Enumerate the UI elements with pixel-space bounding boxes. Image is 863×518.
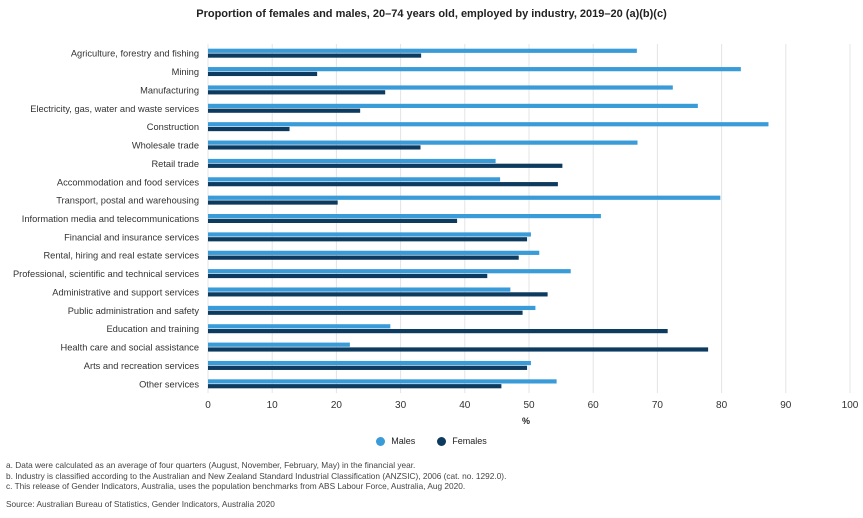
x-tick-label: 60 xyxy=(588,400,600,411)
bar-males xyxy=(208,305,536,311)
bar-females xyxy=(208,292,548,297)
category-label: Accommodation and food services xyxy=(57,177,199,187)
bar-males xyxy=(208,103,698,108)
category-label: Administrative and support services xyxy=(52,287,199,297)
bar-males xyxy=(208,342,350,347)
bar-males xyxy=(208,269,571,274)
bar-males xyxy=(208,360,531,366)
chart-title: Proportion of females and males, 20–74 y… xyxy=(196,8,667,20)
bar-males xyxy=(208,48,637,53)
legend-label-males: Males xyxy=(391,436,416,446)
x-tick-label: 50 xyxy=(523,400,535,411)
category-label: Education and training xyxy=(106,324,199,334)
category-label: Electricity, gas, water and waste servic… xyxy=(30,104,199,114)
bar-females xyxy=(208,182,558,187)
bar-males xyxy=(208,158,496,164)
legend-item-males[interactable]: Males xyxy=(376,436,415,446)
category-label: Professional, scientific and technical s… xyxy=(13,269,199,279)
bar-males xyxy=(208,379,557,384)
footnote-a: a. Data were calculated as an average of… xyxy=(6,460,416,470)
x-tick-label: 90 xyxy=(780,400,792,411)
x-tick-label: 10 xyxy=(267,400,279,411)
bar-chart: 0 10 20 30 40 50 60 70 80 90 100% Agriculture, fore… xyxy=(13,44,859,426)
bar-females xyxy=(208,310,523,315)
x-tick-label: 80 xyxy=(716,400,728,411)
category-label: Agriculture, forestry and fishing xyxy=(71,49,199,59)
category-label: Construction xyxy=(147,122,199,132)
bar-females xyxy=(208,200,338,205)
bar-males xyxy=(208,122,769,127)
bar-females xyxy=(208,163,563,168)
x-tick-label: 30 xyxy=(395,400,407,411)
bar-females xyxy=(208,365,528,370)
x-tick-label: 40 xyxy=(459,400,471,411)
legend-marker-females xyxy=(437,436,447,446)
x-tick-label: 20 xyxy=(331,400,343,411)
bar-males xyxy=(208,67,741,72)
footnotes: a. Data were calculated as an average of… xyxy=(6,460,506,492)
category-label: Retail trade xyxy=(151,159,199,169)
bar-males xyxy=(208,287,511,292)
bar-females xyxy=(208,126,290,132)
bar-males xyxy=(208,195,721,200)
bar-females xyxy=(208,71,318,77)
x-tick-label: 100 xyxy=(842,400,859,411)
category-label: Mining xyxy=(172,67,199,77)
bar-males xyxy=(208,85,673,90)
footnote-c: c. This release of Gender Indicators, Au… xyxy=(6,481,466,491)
x-axis-label: % xyxy=(522,416,530,426)
category-label: Financial and insurance services xyxy=(64,232,199,242)
category-label: Transport, postal and warehousing xyxy=(56,196,199,206)
bar-females xyxy=(208,384,502,389)
bar-males xyxy=(208,214,601,219)
category-label: Wholesale trade xyxy=(132,141,199,151)
category-label: Arts and recreation services xyxy=(84,361,200,371)
bar-females xyxy=(208,145,421,150)
category-label: Manufacturing xyxy=(140,85,199,95)
bar-males xyxy=(208,250,540,255)
bar-females xyxy=(208,108,361,113)
category-label: Other services xyxy=(139,379,199,389)
x-tick-label: 70 xyxy=(652,400,664,411)
bar-females xyxy=(208,255,519,260)
bar-females xyxy=(208,273,488,279)
bar-females xyxy=(208,218,458,223)
category-label: Health care and social assistance xyxy=(61,343,200,353)
bar-males xyxy=(208,140,638,145)
bar-females xyxy=(208,90,386,95)
legend-marker-males xyxy=(376,436,386,446)
bar-males xyxy=(208,177,501,182)
x-tick-label: 0 xyxy=(205,400,211,411)
bar-females xyxy=(208,329,668,334)
bar-males xyxy=(208,232,531,237)
bar-females xyxy=(208,53,422,58)
legend-label-females: Females xyxy=(452,436,487,446)
category-label: Public administration and safety xyxy=(68,306,200,316)
legend-item-females[interactable]: Females xyxy=(437,436,487,446)
bar-females xyxy=(208,347,709,352)
category-label: Information media and telecommunications xyxy=(22,214,200,224)
footnote-b: b. Industry is classified according to t… xyxy=(6,470,507,481)
bar-females xyxy=(208,237,528,242)
bar-males xyxy=(208,324,391,329)
source-note: Source: Australian Bureau of Statistics,… xyxy=(6,499,275,509)
chart-legend: Males Females xyxy=(0,436,863,446)
category-label: Rental, hiring and real estate services xyxy=(43,251,199,261)
